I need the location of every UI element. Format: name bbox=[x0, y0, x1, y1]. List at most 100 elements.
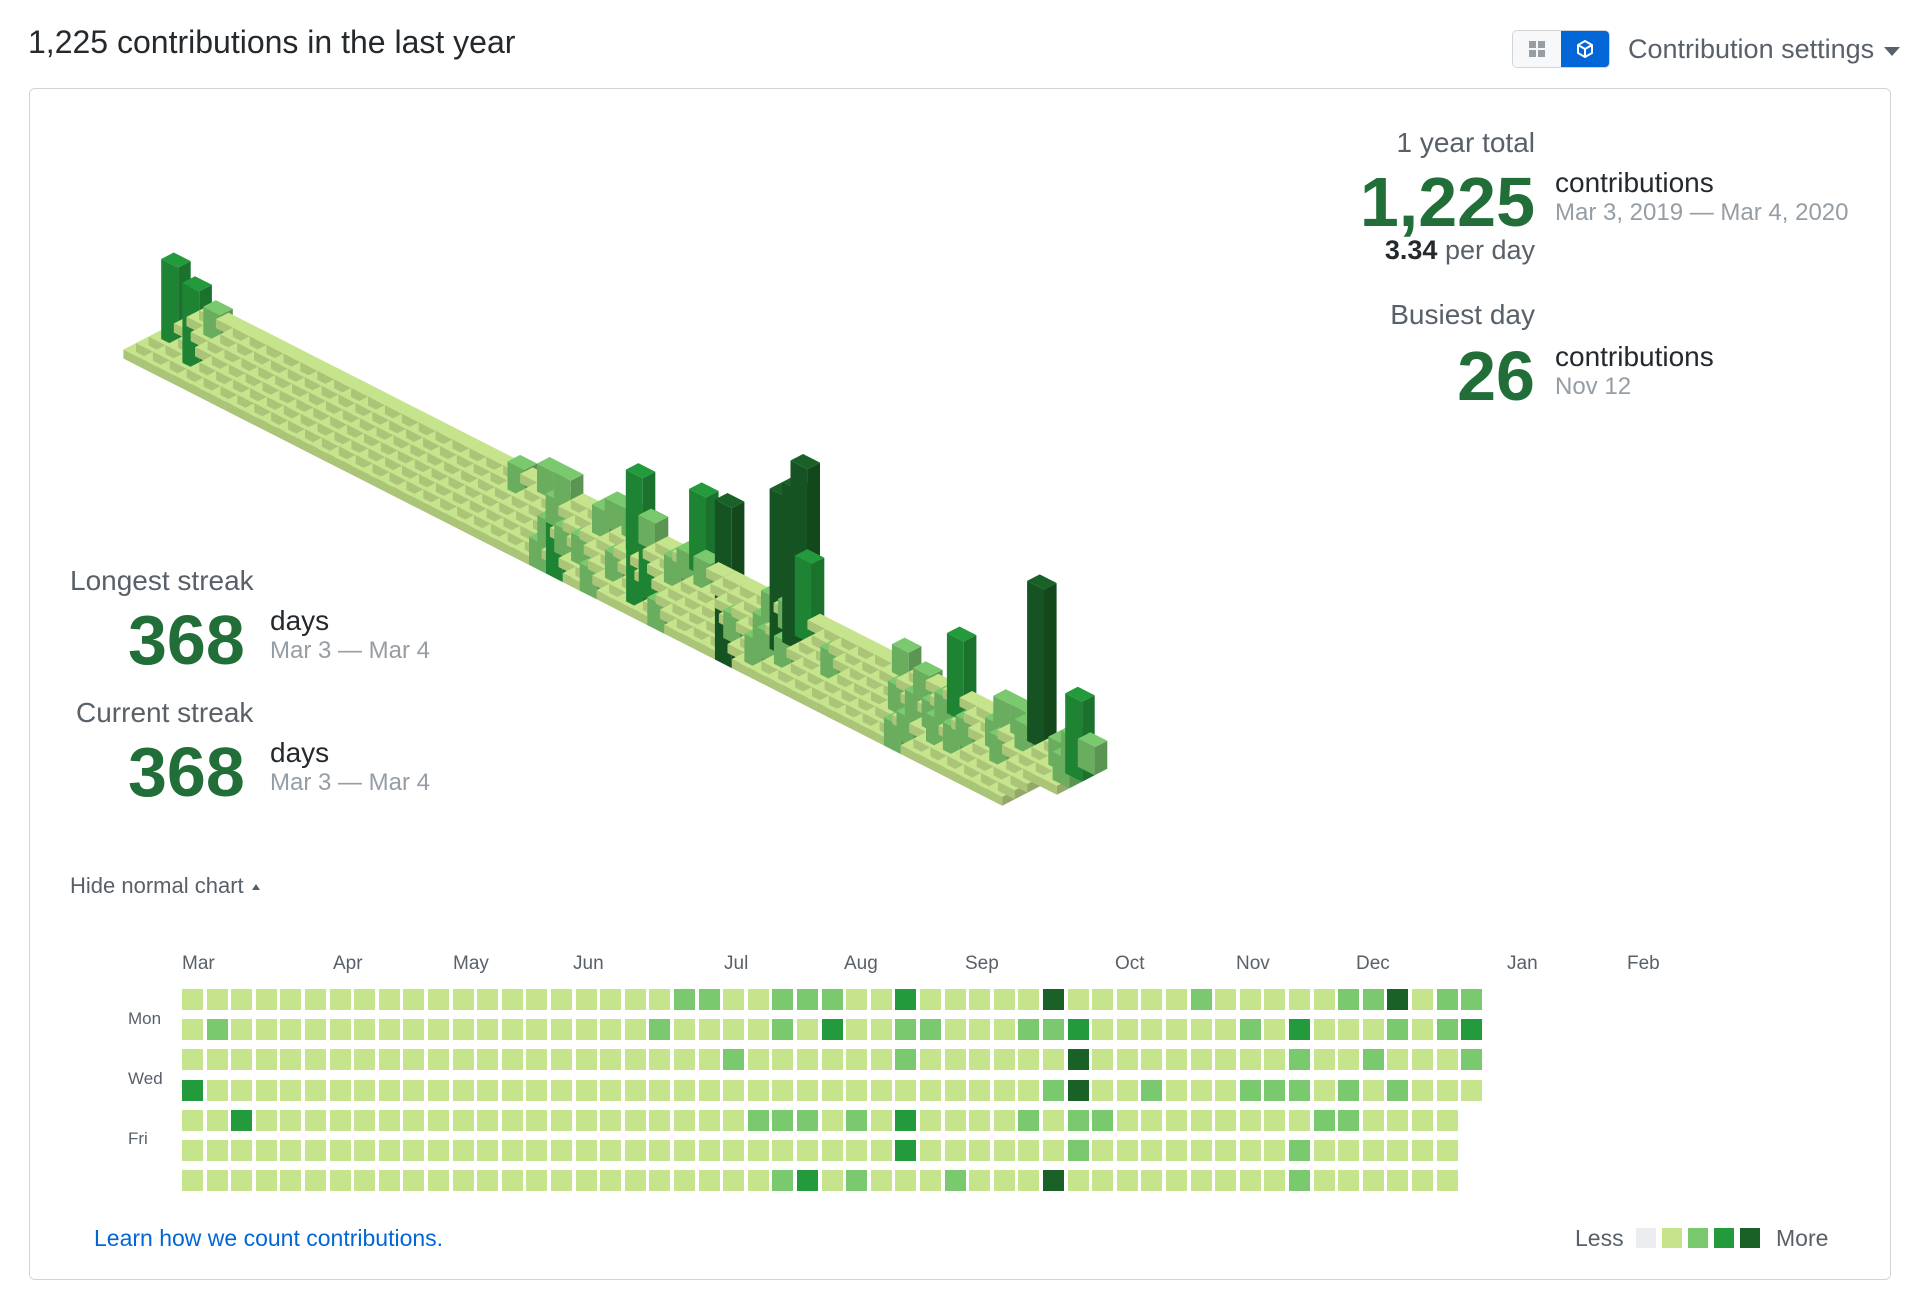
contribution-cell[interactable] bbox=[452, 1049, 474, 1071]
contribution-cell[interactable] bbox=[649, 1019, 671, 1041]
contribution-cell[interactable] bbox=[526, 1019, 548, 1041]
contribution-cell[interactable] bbox=[280, 1019, 302, 1041]
contribution-cell[interactable] bbox=[920, 1140, 941, 1161]
contribution-cell[interactable] bbox=[846, 1109, 868, 1131]
contribution-cell[interactable] bbox=[944, 1049, 966, 1071]
contribution-cell[interactable] bbox=[1362, 1049, 1384, 1071]
contribution-cell[interactable] bbox=[624, 1109, 646, 1131]
contribution-cell[interactable] bbox=[649, 1109, 671, 1131]
contribution-cell[interactable] bbox=[723, 1019, 745, 1041]
contribution-cell[interactable] bbox=[428, 1140, 449, 1161]
contribution-cell[interactable] bbox=[944, 989, 966, 1010]
contribution-cell[interactable] bbox=[649, 1049, 671, 1071]
contribution-cell[interactable] bbox=[1067, 989, 1089, 1010]
contribution-cell[interactable] bbox=[1313, 989, 1335, 1010]
contribution-cell[interactable] bbox=[526, 1109, 548, 1131]
contribution-cell[interactable] bbox=[723, 1109, 745, 1131]
contribution-cell[interactable] bbox=[231, 1079, 253, 1101]
contribution-cell[interactable] bbox=[477, 1140, 499, 1161]
contribution-cell[interactable] bbox=[723, 1170, 745, 1192]
contribution-cell[interactable] bbox=[477, 1079, 499, 1101]
contribution-cell[interactable] bbox=[452, 1079, 474, 1101]
contribution-cell[interactable] bbox=[403, 1019, 425, 1041]
contribution-cell[interactable] bbox=[1190, 1049, 1212, 1071]
contribution-cell[interactable] bbox=[1313, 1140, 1335, 1161]
contribution-cell[interactable] bbox=[920, 1049, 941, 1071]
contribution-cell[interactable] bbox=[993, 1079, 1015, 1101]
contribution-cell[interactable] bbox=[870, 1170, 892, 1192]
contribution-cell[interactable] bbox=[452, 1170, 474, 1192]
contribution-cell[interactable] bbox=[1289, 1140, 1310, 1161]
contribution-cell[interactable] bbox=[1141, 1140, 1163, 1161]
contribution-cell[interactable] bbox=[255, 1049, 277, 1071]
contribution-cell[interactable] bbox=[403, 989, 425, 1010]
contribution-cell[interactable] bbox=[1092, 1170, 1114, 1192]
contribution-cell[interactable] bbox=[280, 1170, 302, 1192]
contribution-cell[interactable] bbox=[231, 1019, 253, 1041]
contribution-cell[interactable] bbox=[1067, 1109, 1089, 1131]
contribution-cell[interactable] bbox=[1313, 1079, 1335, 1101]
contribution-cell[interactable] bbox=[969, 1109, 991, 1131]
contribution-cell[interactable] bbox=[1166, 1140, 1187, 1161]
contribution-cell[interactable] bbox=[1313, 1049, 1335, 1071]
contribution-cell[interactable] bbox=[920, 1170, 941, 1192]
contribution-cell[interactable] bbox=[1141, 1019, 1163, 1041]
contribution-cell[interactable] bbox=[182, 1019, 203, 1041]
contribution-cell[interactable] bbox=[1239, 1019, 1261, 1041]
contribution-cell[interactable] bbox=[797, 1079, 818, 1101]
contribution-cell[interactable] bbox=[182, 989, 203, 1010]
contribution-cell[interactable] bbox=[698, 1140, 720, 1161]
contribution-cell[interactable] bbox=[920, 989, 941, 1010]
contribution-cell[interactable] bbox=[747, 989, 769, 1010]
contribution-cell[interactable] bbox=[329, 1079, 351, 1101]
contribution-cell[interactable] bbox=[428, 1170, 449, 1192]
contribution-cell[interactable] bbox=[403, 1170, 425, 1192]
contribution-cell[interactable] bbox=[821, 1019, 843, 1041]
contribution-cell[interactable] bbox=[378, 1049, 400, 1071]
contribution-cell[interactable] bbox=[1338, 1140, 1360, 1161]
contribution-cell[interactable] bbox=[1092, 1049, 1114, 1071]
contribution-cell[interactable] bbox=[501, 1170, 523, 1192]
contribution-cell[interactable] bbox=[1190, 1140, 1212, 1161]
contribution-cell[interactable] bbox=[1116, 1079, 1138, 1101]
contribution-cell[interactable] bbox=[1338, 1079, 1360, 1101]
contribution-cell[interactable] bbox=[797, 1049, 818, 1071]
contribution-cell[interactable] bbox=[378, 1019, 400, 1041]
contribution-cell[interactable] bbox=[206, 1109, 228, 1131]
contribution-cell[interactable] bbox=[501, 1049, 523, 1071]
contribution-cell[interactable] bbox=[305, 1049, 326, 1071]
contribution-cell[interactable] bbox=[772, 1079, 794, 1101]
contribution-cell[interactable] bbox=[1412, 1140, 1433, 1161]
contribution-cell[interactable] bbox=[1215, 1019, 1237, 1041]
contribution-cell[interactable] bbox=[206, 989, 228, 1010]
contribution-cell[interactable] bbox=[674, 1170, 695, 1192]
contribution-cell[interactable] bbox=[551, 1049, 572, 1071]
contribution-cell[interactable] bbox=[723, 1049, 745, 1071]
contribution-cell[interactable] bbox=[624, 1079, 646, 1101]
contribution-cell[interactable] bbox=[182, 1109, 203, 1131]
contribution-cell[interactable] bbox=[846, 1170, 868, 1192]
contribution-cell[interactable] bbox=[944, 1079, 966, 1101]
contribution-cell[interactable] bbox=[1018, 1019, 1040, 1041]
contribution-cell[interactable] bbox=[1313, 1170, 1335, 1192]
contribution-cell[interactable] bbox=[944, 1140, 966, 1161]
contribution-cell[interactable] bbox=[870, 1109, 892, 1131]
contribution-cell[interactable] bbox=[280, 1049, 302, 1071]
contribution-cell[interactable] bbox=[354, 1049, 376, 1071]
contribution-cell[interactable] bbox=[1362, 1079, 1384, 1101]
contribution-cell[interactable] bbox=[526, 1140, 548, 1161]
contribution-cell[interactable] bbox=[403, 1109, 425, 1131]
contribution-cell[interactable] bbox=[1067, 1079, 1089, 1101]
contribution-cell[interactable] bbox=[551, 1140, 572, 1161]
contribution-cell[interactable] bbox=[821, 1079, 843, 1101]
contribution-cell[interactable] bbox=[231, 1049, 253, 1071]
contribution-cell[interactable] bbox=[1092, 1109, 1114, 1131]
contribution-cell[interactable] bbox=[870, 1019, 892, 1041]
contribution-cell[interactable] bbox=[477, 989, 499, 1010]
contribution-cell[interactable] bbox=[747, 1049, 769, 1071]
contribution-cell[interactable] bbox=[428, 989, 449, 1010]
contribution-cell[interactable] bbox=[526, 1170, 548, 1192]
grid-view-button[interactable] bbox=[1513, 31, 1561, 67]
contribution-cell[interactable] bbox=[501, 1109, 523, 1131]
contribution-cell[interactable] bbox=[1239, 989, 1261, 1010]
